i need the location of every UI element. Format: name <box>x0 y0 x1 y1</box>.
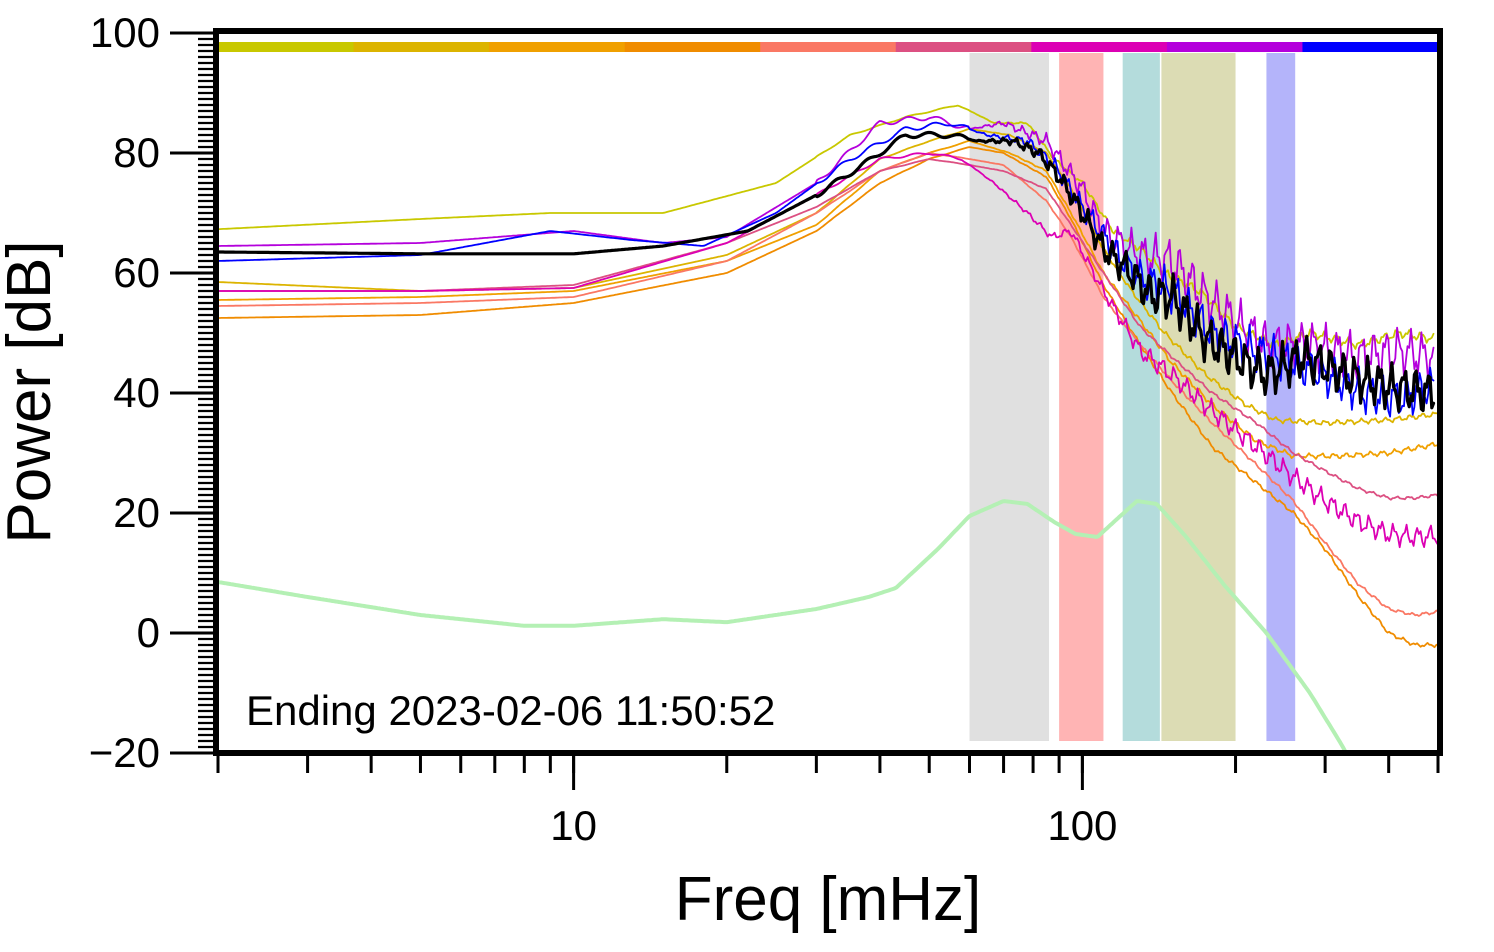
y-tick-label: 0 <box>137 609 160 656</box>
color-bar-segment-3 <box>489 42 626 52</box>
x-axis-label: Freq [mHz] <box>675 865 982 934</box>
frequency-bands <box>969 53 1296 741</box>
y-tick-label: −20 <box>89 729 160 776</box>
series-line-trace-5 <box>218 152 1438 617</box>
color-bar-segment-1 <box>218 42 355 52</box>
y-tick-label: 80 <box>113 129 160 176</box>
top-color-bar <box>218 42 1439 52</box>
y-tick-label: 40 <box>113 369 160 416</box>
series-line-trace-2 <box>218 127 1438 427</box>
color-bar-segment-7 <box>1031 42 1168 52</box>
frequency-band-5 <box>1266 53 1296 741</box>
frequency-band-2 <box>1059 53 1104 741</box>
y-axis-label: Power [dB] <box>0 240 64 543</box>
x-tick-label: 10 <box>550 802 597 849</box>
color-bar-segment-6 <box>895 42 1032 52</box>
series-line-trace-1 <box>218 104 1435 350</box>
frequency-band-4 <box>1161 53 1236 741</box>
series-line-trace-8 <box>218 115 1435 384</box>
y-tick-label: 100 <box>90 9 160 56</box>
color-bar-segment-4 <box>624 42 761 52</box>
series-line-noise-model <box>218 499 1348 751</box>
color-bar-segment-8 <box>1166 42 1303 52</box>
series-line-trace-4 <box>218 146 1438 649</box>
series-line-trace-7 <box>218 152 1438 549</box>
y-tick-label: 20 <box>113 489 160 536</box>
ending-timestamp-annotation: Ending 2023-02-06 11:50:52 <box>246 687 775 734</box>
x-tick-label: 100 <box>1047 802 1117 849</box>
color-bar-segment-5 <box>760 42 897 52</box>
series-line-mean <box>218 130 1436 413</box>
frequency-band-3 <box>1122 53 1160 741</box>
color-bar-segment-9 <box>1302 42 1439 52</box>
series-layer <box>218 104 1438 751</box>
y-tick-label: 60 <box>113 249 160 296</box>
plot-frame <box>213 28 1443 756</box>
color-bar-segment-2 <box>353 42 490 52</box>
